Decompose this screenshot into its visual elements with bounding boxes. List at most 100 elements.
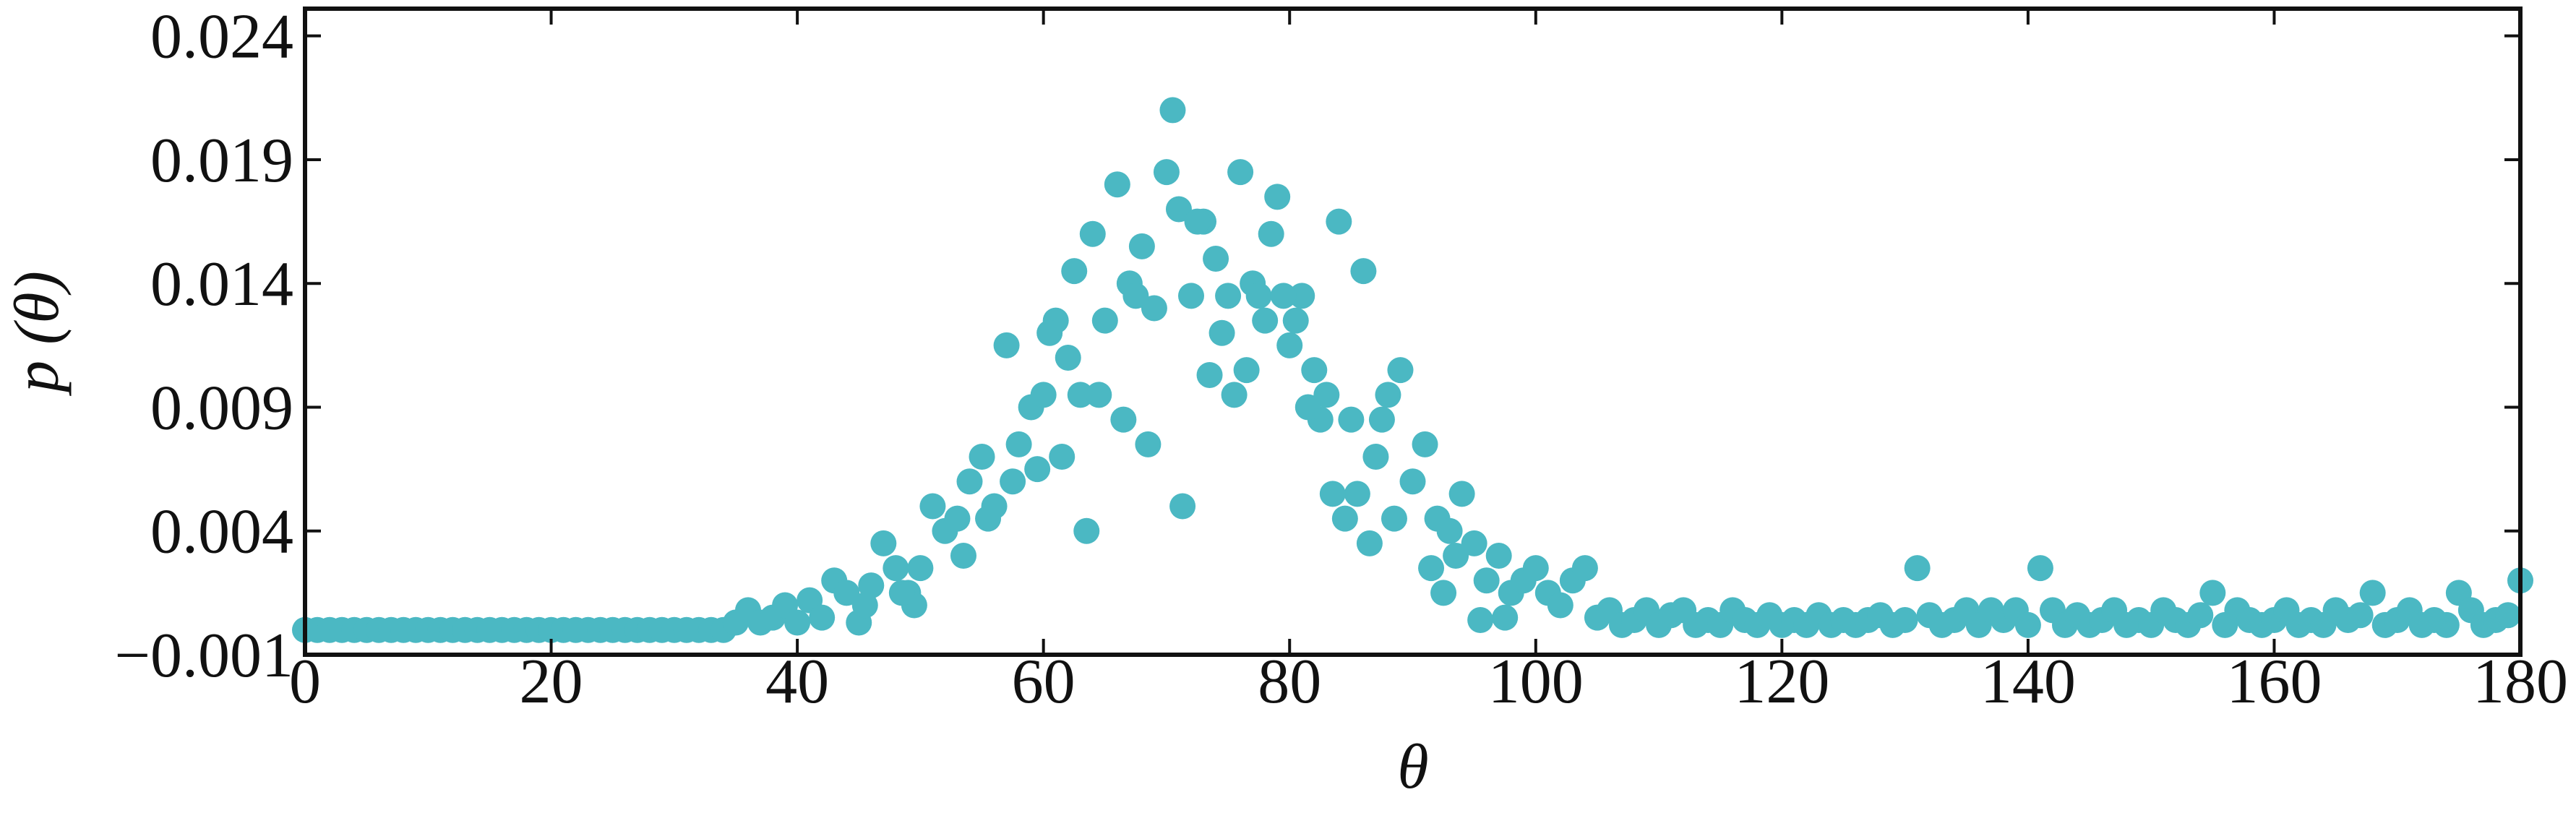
point [2014,611,2041,638]
point [1245,283,1272,309]
plot-area [292,97,2533,643]
point [907,555,934,582]
point [1473,567,1500,594]
point [1122,283,1149,309]
point [1356,530,1383,556]
point [1492,604,1519,631]
point [1387,357,1414,384]
x-tick-label: 120 [1734,647,1829,717]
point [969,443,995,470]
point [1547,592,1573,619]
point [1448,481,1475,507]
point [1571,555,1598,582]
point [1362,443,1389,470]
point [1036,319,1063,346]
point [2433,611,2460,638]
point [950,542,976,569]
point [1381,505,1407,532]
y-axis-label: p (θ) [2,271,72,397]
point [1412,431,1438,457]
point [1141,295,1167,322]
point [1208,319,1235,346]
point [1313,382,1340,408]
point [1467,607,1494,634]
point [1276,332,1303,358]
point [1005,431,1032,457]
point [1301,357,1328,384]
y-tick-label: −0.001 [114,621,293,691]
point [2027,555,2053,582]
x-tick-label: 140 [1980,647,2076,717]
point [1215,283,1242,309]
point [1196,361,1223,388]
x-tick-label: 60 [1012,647,1076,717]
point [1344,481,1370,507]
point [1049,443,1076,470]
point [1227,159,1254,186]
point [1430,580,1457,606]
x-axis-label: θ [1397,732,1428,802]
point [1443,542,1469,569]
x-tick-label: 160 [2226,647,2322,717]
point [1282,307,1309,334]
point [888,580,915,606]
point [1904,555,1931,582]
point [956,468,983,495]
point [870,530,897,556]
point [833,580,860,606]
x-tick-label: 180 [2473,647,2568,717]
point [1258,220,1284,247]
point [1128,233,1155,259]
point [851,592,878,619]
point [1368,406,1395,433]
point [1264,184,1291,210]
point [2494,602,2521,629]
point [1067,382,1094,408]
point [784,609,811,636]
point [1178,283,1204,309]
point [1522,555,1549,582]
point [2359,580,2386,606]
point [1030,382,1057,408]
point [1350,258,1377,285]
point [1165,196,1192,223]
point [1091,307,1118,334]
point [1270,283,1297,309]
point [1375,382,1401,408]
point [1135,431,1162,457]
point [1326,208,1352,235]
point [1055,344,1081,371]
point [883,555,909,582]
point [1086,382,1112,408]
y-tick-label: 0.014 [150,249,293,319]
point [1024,456,1051,483]
point [1233,357,1260,384]
point [1221,382,1248,408]
point [809,604,836,631]
x-tick-label: 100 [1488,647,1584,717]
point [1338,406,1365,433]
point [1159,97,1186,124]
point [1203,245,1229,272]
point [1252,307,1279,334]
point [2347,602,2374,629]
point [1184,208,1211,235]
point [1153,159,1180,186]
y-tick-label: 0.009 [150,373,293,443]
point [919,493,946,520]
point [1110,406,1137,433]
point [1104,171,1130,198]
y-tick-label: 0.019 [150,126,293,196]
point [1319,481,1346,507]
x-tick-label: 0 [289,647,321,717]
point [993,332,1020,358]
point [1418,555,1445,582]
point [1079,220,1106,247]
point [1461,530,1487,556]
point [1169,493,1196,520]
point [944,505,971,532]
point [2199,580,2226,606]
x-tick-label: 40 [765,647,829,717]
point [1295,394,1321,421]
